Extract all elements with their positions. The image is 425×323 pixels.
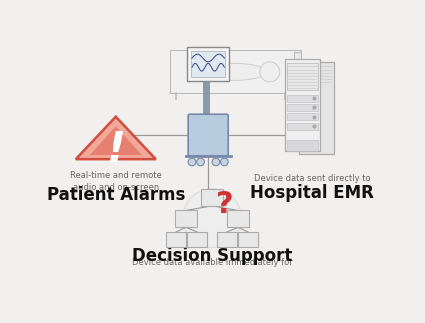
- Ellipse shape: [204, 63, 266, 80]
- Text: ?: ?: [215, 190, 233, 219]
- Circle shape: [260, 62, 280, 82]
- Circle shape: [183, 189, 241, 247]
- FancyBboxPatch shape: [191, 51, 225, 77]
- FancyBboxPatch shape: [287, 104, 317, 111]
- Text: Decision Support: Decision Support: [132, 247, 292, 266]
- FancyBboxPatch shape: [287, 113, 317, 120]
- FancyBboxPatch shape: [295, 52, 300, 91]
- FancyBboxPatch shape: [287, 123, 317, 130]
- Text: Real-time and remote
audio and on-screen: Real-time and remote audio and on-screen: [70, 171, 162, 192]
- Circle shape: [212, 158, 220, 166]
- Circle shape: [221, 158, 228, 166]
- Polygon shape: [90, 126, 142, 155]
- FancyBboxPatch shape: [285, 59, 320, 151]
- Text: Hospital EMR: Hospital EMR: [250, 183, 374, 202]
- FancyBboxPatch shape: [217, 232, 237, 247]
- Text: !: !: [106, 129, 125, 171]
- FancyBboxPatch shape: [287, 63, 318, 89]
- FancyBboxPatch shape: [287, 95, 317, 102]
- FancyBboxPatch shape: [287, 141, 317, 151]
- FancyBboxPatch shape: [238, 232, 258, 247]
- FancyBboxPatch shape: [188, 114, 228, 156]
- FancyBboxPatch shape: [299, 62, 334, 154]
- Circle shape: [197, 158, 204, 166]
- Text: Device data sent directly to: Device data sent directly to: [254, 174, 371, 183]
- FancyBboxPatch shape: [201, 189, 223, 206]
- FancyBboxPatch shape: [227, 211, 249, 227]
- Text: Patient Alarms: Patient Alarms: [47, 186, 185, 204]
- Polygon shape: [76, 117, 156, 159]
- Circle shape: [188, 158, 196, 166]
- FancyBboxPatch shape: [166, 232, 186, 247]
- Text: Device data available immediately for: Device data available immediately for: [132, 258, 292, 267]
- FancyBboxPatch shape: [187, 47, 229, 81]
- FancyBboxPatch shape: [187, 232, 207, 247]
- FancyBboxPatch shape: [170, 50, 300, 93]
- FancyBboxPatch shape: [175, 211, 197, 227]
